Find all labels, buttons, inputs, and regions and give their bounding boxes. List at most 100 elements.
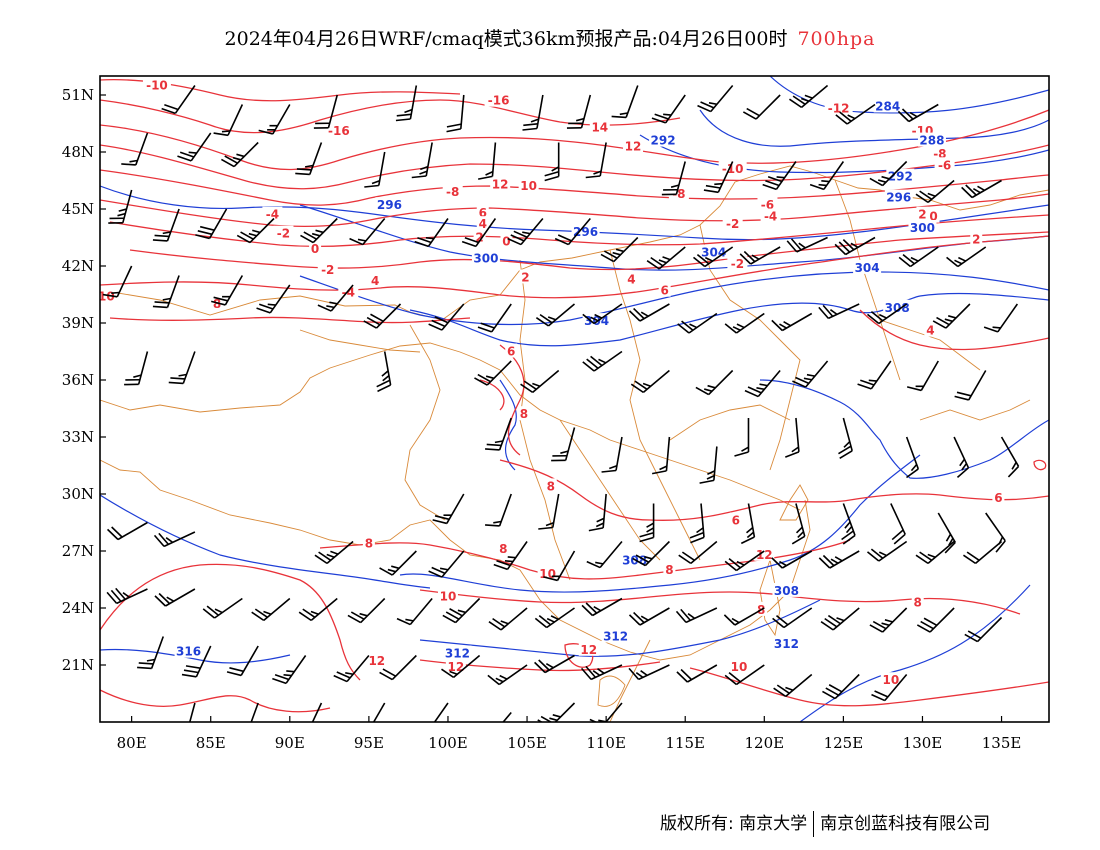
wind-barb (154, 588, 196, 607)
wind-barb (869, 160, 908, 187)
temperature-label: 8 (547, 479, 555, 493)
height-label: 296 (573, 225, 598, 239)
wind-barb (314, 540, 354, 565)
temperature-label-bg (273, 225, 294, 240)
temperature-label: 2 (521, 270, 529, 284)
wind-barb (695, 369, 734, 396)
wind-barb (478, 142, 497, 180)
title-level: 700hpa (797, 28, 876, 50)
wind-barb (678, 540, 718, 565)
wind-barb (186, 702, 196, 722)
copyright-label: 版权所有: 南京大学 (660, 814, 808, 834)
wind-barb (611, 85, 639, 119)
temperature-label: -8 (446, 185, 459, 199)
wind-barb (792, 360, 829, 388)
wind-barb (586, 540, 623, 569)
wind-barb (857, 360, 892, 390)
wind-barb (818, 303, 860, 320)
wind-barb (411, 142, 433, 179)
lon-tick-label: 80E (117, 734, 147, 752)
height-label-bg (601, 628, 630, 643)
temperature-label-bg (929, 145, 950, 160)
wind-barb (676, 664, 718, 683)
temperature-label: 0 (311, 242, 319, 256)
temperature-label-bg (518, 178, 539, 193)
height-label: 300 (910, 221, 935, 235)
wind-barb (485, 493, 512, 527)
wind-barb (535, 303, 576, 327)
temperature-label: 8 (499, 542, 507, 556)
temperature-label-bg (473, 229, 486, 244)
temperature-label-bg (324, 123, 353, 138)
height-label-bg (772, 582, 801, 597)
wind-barb (818, 550, 860, 569)
temperature-label-bg (517, 406, 530, 421)
map-title: 2024年04月26日WRF/cmaq模式36km预报产品:04月26日00时 7… (0, 24, 1100, 51)
wind-barb (822, 673, 860, 700)
lat-tick-label: 21N (62, 656, 94, 674)
wind-barb (964, 616, 1003, 643)
temperature-label: 6 (660, 284, 668, 298)
height-label: 296 (886, 191, 911, 205)
wind-barb (639, 503, 655, 543)
wind-barb (376, 351, 392, 393)
wind-barb (347, 597, 386, 624)
wind-barb (588, 493, 607, 532)
wind-barb (771, 550, 813, 569)
wind-barb (554, 217, 591, 246)
lon-tick-label: 90E (275, 734, 305, 752)
lon-tick-label: 115E (665, 734, 705, 752)
wind-barb (106, 521, 148, 541)
temperature-label: 4 (371, 274, 379, 288)
temperature-label: 10 (882, 673, 899, 687)
height-label-bg (883, 299, 912, 314)
wind-barb (544, 142, 560, 182)
temperature-label-bg (718, 161, 747, 176)
temperature-label: 4 (627, 272, 635, 286)
wind-barb (202, 597, 243, 619)
temperature-label: -2 (726, 217, 739, 231)
lon-tick-label: 105E (507, 734, 547, 752)
wind-barb (152, 275, 180, 309)
wind-barb (442, 597, 481, 624)
wind-barb (153, 531, 196, 548)
wind-barb (739, 246, 781, 265)
wind-barb (703, 161, 734, 194)
temperature-label-bg (476, 216, 489, 231)
height-label: 288 (919, 134, 944, 148)
wind-barb (137, 636, 165, 670)
wind-barb (551, 427, 576, 462)
temperature-label: 12 (625, 139, 642, 153)
wind-barb (534, 654, 575, 674)
wind-barb (522, 94, 544, 131)
temperature-label-bg (760, 208, 781, 223)
wind-barb (256, 284, 291, 314)
wind-barb (897, 103, 939, 123)
height-label-bg (649, 132, 678, 147)
wind-barb (906, 360, 939, 392)
temperature-label-bg (317, 261, 338, 276)
temperature-label: 2 (475, 231, 483, 245)
wind-barb (582, 303, 623, 325)
temperature-label-bg (578, 641, 599, 656)
wind-barb (835, 103, 876, 125)
wind-barb (905, 436, 920, 479)
wind-barb (108, 189, 133, 224)
wind-barb (916, 607, 955, 633)
temperature-label-bg (727, 256, 748, 271)
wind-barb (724, 312, 765, 334)
wind-barb (221, 141, 259, 168)
wind-barb (954, 370, 987, 401)
wind-barb (786, 236, 828, 253)
wind-barbs (102, 84, 1020, 722)
height-label: 296 (377, 198, 402, 212)
wind-barb (890, 503, 906, 545)
wind-barb (428, 550, 465, 578)
temperature-label: -10 (722, 162, 744, 176)
wind-barb (677, 312, 718, 334)
wind-barb (961, 179, 1002, 199)
wind-barb (364, 151, 386, 188)
wind-barb (742, 94, 781, 120)
temperature-label-bg (437, 588, 458, 603)
temperature-label: -4 (764, 210, 777, 224)
